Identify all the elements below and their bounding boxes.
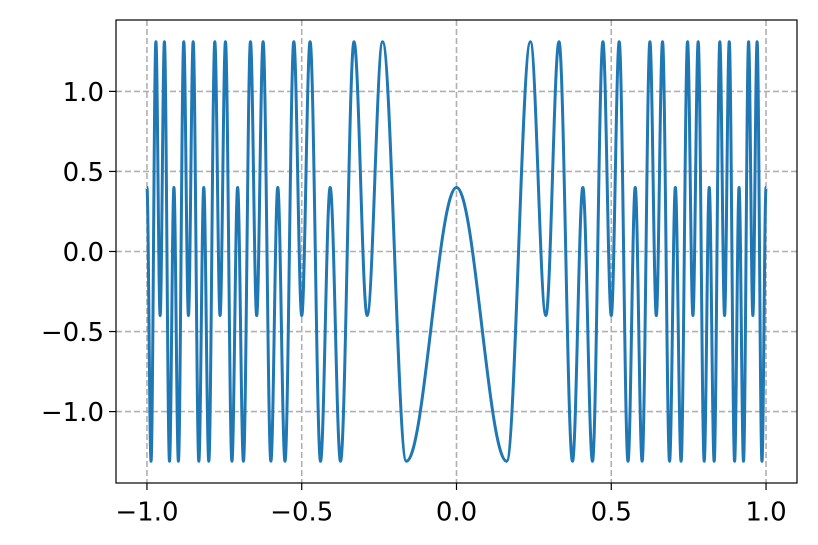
y-tick-label: 1.0 xyxy=(63,78,104,108)
y-tick-label: 0.5 xyxy=(63,158,104,188)
x-tick-label: −0.5 xyxy=(270,498,333,528)
x-tick-label: 1.0 xyxy=(745,498,786,528)
y-tick-label: 0.0 xyxy=(63,238,104,268)
x-tick-label: 0.0 xyxy=(436,498,477,528)
x-tick-label: −1.0 xyxy=(115,498,178,528)
x-tick-label: 0.5 xyxy=(591,498,632,528)
y-tick-label: −1.0 xyxy=(41,398,104,428)
line-series xyxy=(145,40,768,463)
plot-frame xyxy=(115,19,798,484)
y-tick-label: −0.5 xyxy=(41,318,104,348)
